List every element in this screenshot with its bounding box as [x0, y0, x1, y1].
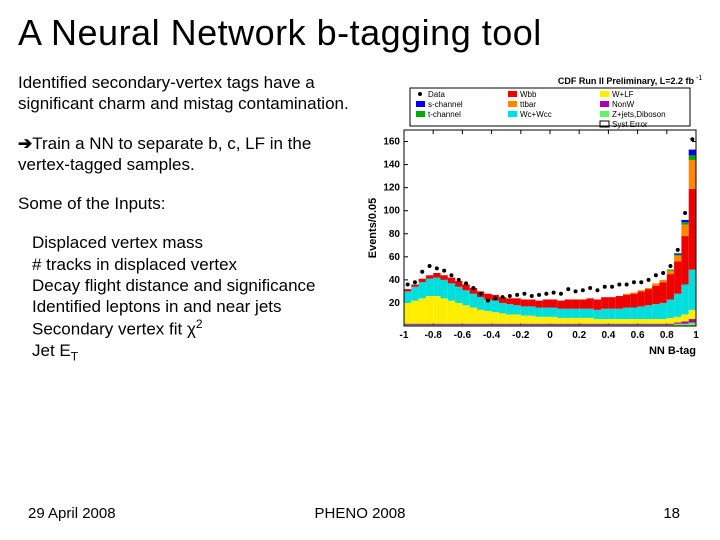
chart-svg: CDF Run II Preliminary, L=2.2 fb-1Datas-…: [364, 72, 704, 362]
content-row: Identified secondary-vertex tags have a …: [0, 54, 720, 365]
svg-text:0: 0: [547, 330, 553, 341]
input-item: Jet ET: [32, 340, 358, 364]
svg-text:t-channel: t-channel: [428, 110, 461, 119]
svg-text:W+LF: W+LF: [612, 90, 634, 99]
svg-text:Wc+Wcc: Wc+Wcc: [520, 110, 552, 119]
stacked-histogram: CDF Run II Preliminary, L=2.2 fb-1Datas-…: [364, 72, 704, 362]
svg-text:40: 40: [389, 275, 401, 286]
svg-text:0.4: 0.4: [601, 330, 615, 341]
svg-text:-0.8: -0.8: [425, 330, 443, 341]
para-1: Identified secondary-vertex tags have a …: [18, 72, 358, 115]
svg-text:0.2: 0.2: [572, 330, 586, 341]
svg-text:-1: -1: [696, 75, 702, 82]
svg-text:Events/0.05: Events/0.05: [367, 198, 379, 259]
svg-text:80: 80: [389, 229, 401, 240]
svg-text:Data: Data: [428, 90, 445, 99]
svg-text:ttbar: ttbar: [520, 100, 536, 109]
page-title: A Neural Network b-tagging tool: [0, 0, 720, 54]
svg-text:20: 20: [389, 298, 401, 309]
svg-text:0.6: 0.6: [631, 330, 645, 341]
para-3: Some of the Inputs:: [18, 193, 358, 214]
footer-date: 29 April 2008: [28, 505, 116, 522]
svg-text:-0.6: -0.6: [454, 330, 472, 341]
svg-text:-0.2: -0.2: [512, 330, 530, 341]
input-item: Decay flight distance and significance: [32, 275, 358, 296]
svg-text:s-channel: s-channel: [428, 100, 463, 109]
svg-text:NonW: NonW: [612, 100, 635, 109]
svg-text:Z+jets,Diboson: Z+jets,Diboson: [612, 110, 666, 119]
footer-page-number: 18: [663, 505, 680, 522]
svg-text:CDF Run II Preliminary, L=2.2: CDF Run II Preliminary, L=2.2 fb: [558, 76, 695, 86]
input-item: Secondary vertex fit χ2: [32, 317, 358, 340]
svg-text:140: 140: [383, 160, 400, 171]
svg-text:NN B-tag: NN B-tag: [649, 345, 696, 357]
input-item: # tracks in displaced vertex: [32, 254, 358, 275]
svg-text:Syst Error: Syst Error: [612, 120, 648, 129]
chart-container: CDF Run II Preliminary, L=2.2 fb-1Datas-…: [358, 72, 710, 365]
footer-venue: PHENO 2008: [315, 505, 406, 522]
svg-text:60: 60: [389, 252, 401, 263]
footer: 29 April 2008 PHENO 2008 18: [0, 505, 720, 522]
svg-text:1: 1: [693, 330, 699, 341]
text-column: Identified secondary-vertex tags have a …: [18, 72, 358, 365]
svg-text:Wbb: Wbb: [520, 90, 537, 99]
para-2: ➔Train a NN to separate b, c, LF in the …: [18, 133, 358, 176]
svg-text:-1: -1: [400, 330, 409, 341]
svg-text:-0.4: -0.4: [483, 330, 501, 341]
svg-text:100: 100: [383, 206, 400, 217]
svg-text:160: 160: [383, 137, 400, 148]
inputs-list: Displaced vertex mass # tracks in displa…: [18, 232, 358, 364]
svg-text:120: 120: [383, 183, 400, 194]
svg-text:0.8: 0.8: [660, 330, 674, 341]
para-2-text: Train a NN to separate b, c, LF in the v…: [18, 134, 311, 174]
arrow-icon: ➔: [18, 134, 32, 153]
input-item: Displaced vertex mass: [32, 232, 358, 253]
input-item: Identified leptons in and near jets: [32, 296, 358, 317]
